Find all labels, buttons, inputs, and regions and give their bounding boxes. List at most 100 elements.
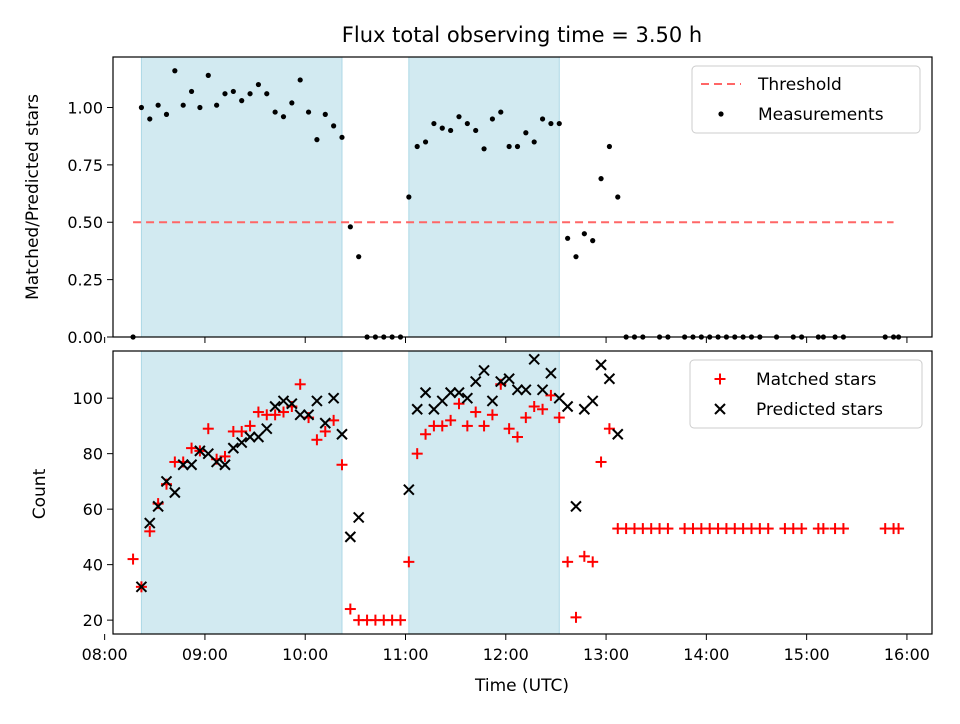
predicted-star-point xyxy=(478,364,490,377)
predicted-star-mark xyxy=(469,375,482,388)
predicted-star-mark xyxy=(511,384,524,396)
measurement-point xyxy=(406,194,412,200)
predicted-star-mark xyxy=(135,581,148,593)
legend-box xyxy=(691,65,921,134)
measurement-point xyxy=(305,109,312,115)
measurement-point xyxy=(598,176,604,182)
measurement-point xyxy=(539,116,546,122)
matched-star-point xyxy=(420,428,432,440)
matched-star-point xyxy=(311,434,323,446)
matched-star-point xyxy=(603,423,615,435)
measurement-point xyxy=(414,143,420,150)
measurement-point xyxy=(322,111,328,117)
measurement-point xyxy=(356,254,362,260)
y-tick-label: 60 xyxy=(83,500,103,519)
measurement-point xyxy=(456,114,462,120)
matched-star-point xyxy=(127,553,139,565)
measurement-point xyxy=(205,72,211,78)
predicted-star-point xyxy=(311,395,323,407)
predicted-star-point xyxy=(152,500,164,513)
bottom-legend: Matched stars Predicted stars xyxy=(689,359,923,429)
y-tick-label: 80 xyxy=(83,445,103,464)
predicted-star-mark xyxy=(244,431,256,443)
predicted-star-mark xyxy=(311,395,323,407)
matched-star-point xyxy=(662,523,674,535)
top-legend: Threshold Measurements xyxy=(691,65,921,134)
predicted-star-point xyxy=(344,531,357,543)
predicted-star-point xyxy=(553,392,565,404)
predicted-star-mark xyxy=(286,398,298,410)
predicted-star-point xyxy=(586,395,599,407)
matched-star-point xyxy=(403,556,415,568)
matched-star-point xyxy=(595,456,607,468)
measurement-point xyxy=(222,91,228,97)
measurement-point xyxy=(548,120,554,127)
measurement-point xyxy=(155,102,161,108)
predicted-star-mark xyxy=(536,384,549,396)
legend-predicted-label: Predicted stars xyxy=(756,400,883,420)
matched-star-point xyxy=(587,556,599,568)
predicted-star-point xyxy=(436,395,448,407)
predicted-star-mark xyxy=(235,436,248,449)
predicted-star-point xyxy=(327,392,340,404)
predicted-star-mark xyxy=(302,409,315,421)
measurement-point xyxy=(147,116,153,122)
measurement-point xyxy=(180,102,186,108)
measurement-point xyxy=(448,127,454,134)
y-tick-label: 0.50 xyxy=(67,213,103,232)
measurement-point xyxy=(590,238,596,244)
predicted-star-point xyxy=(235,436,248,449)
measurement-point xyxy=(280,114,287,120)
predicted-star-point xyxy=(528,353,540,366)
predicted-star-point xyxy=(444,386,457,399)
observing-window-band xyxy=(408,350,560,635)
y-tick-label: 1.00 xyxy=(67,98,103,117)
predicted-star-point xyxy=(503,373,515,385)
x-tick-label: 14:00 xyxy=(683,645,729,664)
matched-star-point xyxy=(714,373,726,385)
predicted-star-mark xyxy=(570,500,582,513)
predicted-star-mark xyxy=(586,395,599,407)
measurement-point xyxy=(138,104,145,111)
predicted-star-mark xyxy=(252,431,265,443)
matched-star-point xyxy=(503,423,515,435)
matched-star-point xyxy=(144,525,156,537)
bottom-panel: 20 40 60 80 100 08:00 09:00 10:00 11:00 12:00 13:0… xyxy=(30,350,933,696)
measurement-point xyxy=(230,88,236,95)
predicted-star-mark xyxy=(453,386,465,399)
predicted-star-point xyxy=(419,386,432,399)
predicted-star-point xyxy=(202,447,214,460)
observing-window-band xyxy=(408,56,560,338)
bottom-axes: 20 40 60 80 100 08:00 09:00 10:00 11:00 12:00 13:0… xyxy=(72,350,933,664)
predicted-star-point xyxy=(227,442,240,454)
predicted-star-point xyxy=(286,398,298,410)
matched-star-point xyxy=(269,409,281,421)
y-tick-label: 0.25 xyxy=(67,271,103,290)
predicted-star-point xyxy=(185,459,198,471)
predicted-star-mark xyxy=(595,359,607,371)
predicted-star-mark xyxy=(503,373,515,385)
predicted-star-point xyxy=(520,384,532,396)
measurement-point xyxy=(606,143,613,150)
matched-star-point xyxy=(319,425,331,437)
predicted-star-mark xyxy=(344,531,357,543)
top-y-axis-label: Matched/Predicted stars xyxy=(23,94,43,300)
matched-star-point xyxy=(277,406,289,418)
predicted-star-point xyxy=(144,517,156,529)
y-tick-label: 20 xyxy=(83,611,103,630)
predicted-star-point xyxy=(603,373,616,385)
matched-star-point xyxy=(436,420,448,432)
measurement-point xyxy=(163,111,170,117)
measurement-point xyxy=(247,91,253,97)
matched-star-point xyxy=(570,611,582,623)
predicted-star-point xyxy=(169,486,181,499)
measurement-point xyxy=(264,91,270,97)
chart-title: Flux total observing time = 3.50 h xyxy=(342,23,702,47)
predicted-star-point xyxy=(612,428,624,440)
predicted-star-point xyxy=(261,422,273,435)
predicted-star-point xyxy=(578,403,591,415)
measurement-point xyxy=(422,139,429,145)
predicted-star-mark xyxy=(177,459,189,471)
